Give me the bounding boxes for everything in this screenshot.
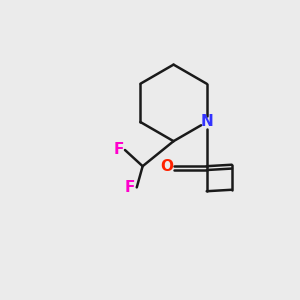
Text: N: N <box>200 114 213 129</box>
Text: O: O <box>160 159 173 174</box>
Text: F: F <box>113 142 124 158</box>
Text: F: F <box>125 180 135 195</box>
